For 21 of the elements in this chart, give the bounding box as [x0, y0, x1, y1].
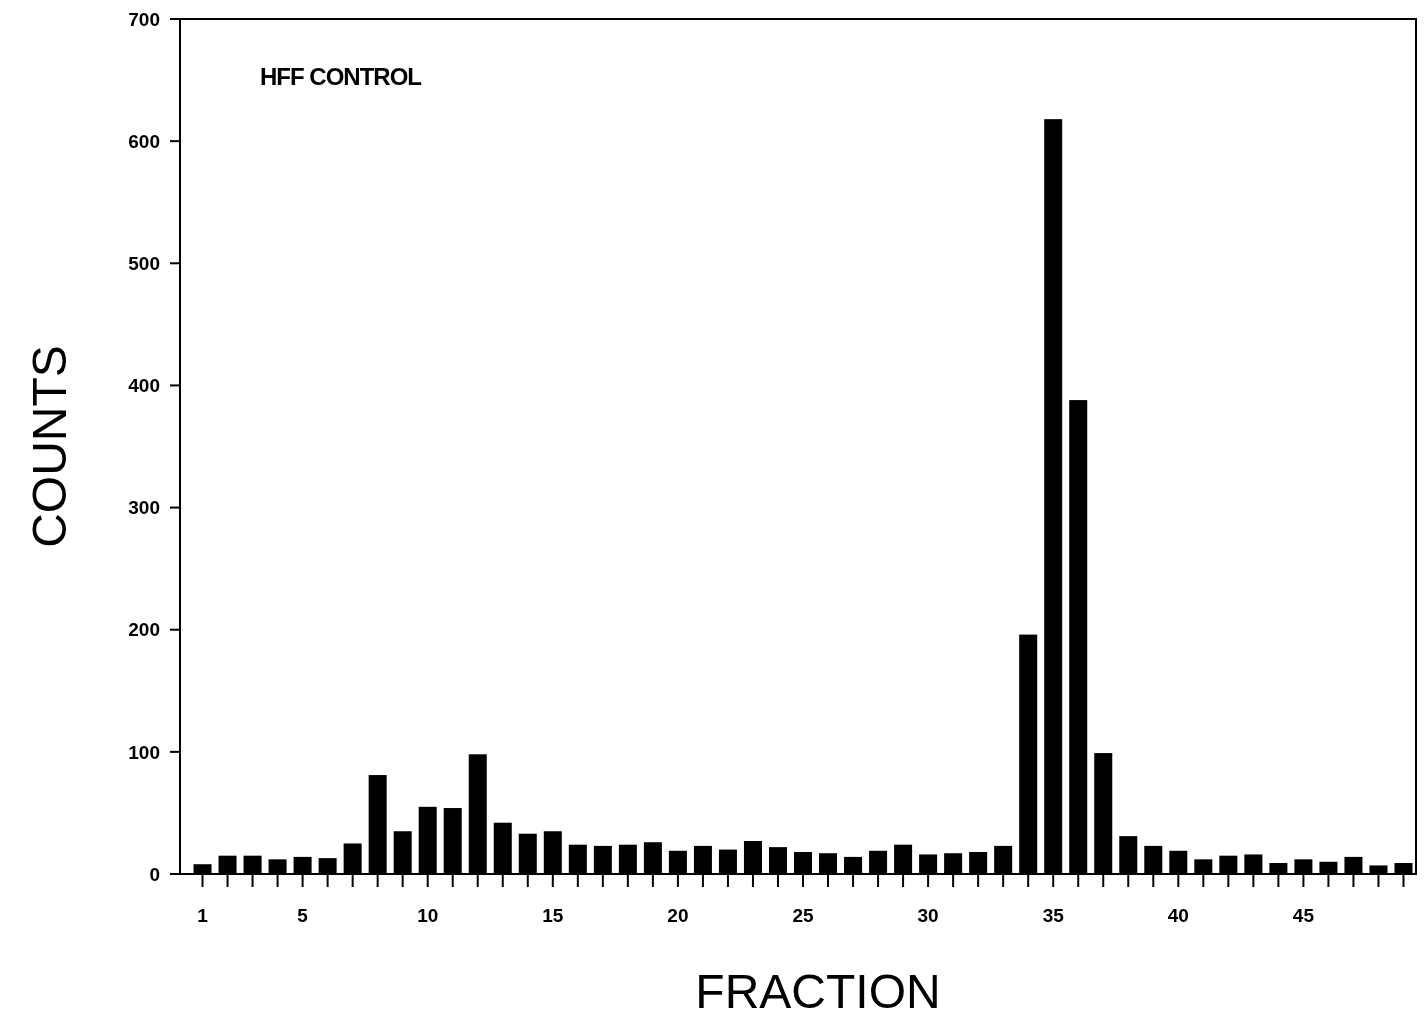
x-tick-label: 45 [1292, 905, 1315, 926]
x-tick-label: 40 [1167, 905, 1189, 926]
x-tick-label: 20 [667, 905, 689, 926]
y-tick-label: 500 [128, 252, 160, 274]
x-tick-label: 15 [542, 905, 564, 926]
y-tick-label: 600 [128, 130, 160, 152]
y-tick-label: 700 [128, 8, 160, 30]
x-tick-label: 5 [297, 905, 309, 926]
x-tick-label: 35 [1042, 905, 1065, 926]
x-tick-label: 30 [917, 905, 939, 926]
y-tick-label: 0 [149, 863, 160, 885]
x-tick-label: 10 [417, 905, 439, 926]
annotation: HFF CONTROL [260, 63, 422, 90]
x-tick-label: 1 [197, 905, 209, 926]
y-axis-title: COUNTS [23, 345, 76, 548]
y-tick-label: 100 [128, 741, 160, 763]
y-tick-label: 400 [128, 375, 160, 397]
y-tick-label: 200 [128, 619, 160, 641]
x-axis-title: FRACTION [695, 965, 941, 1018]
y-tick-label: 300 [128, 497, 160, 519]
x-tick-label: 25 [792, 905, 814, 926]
